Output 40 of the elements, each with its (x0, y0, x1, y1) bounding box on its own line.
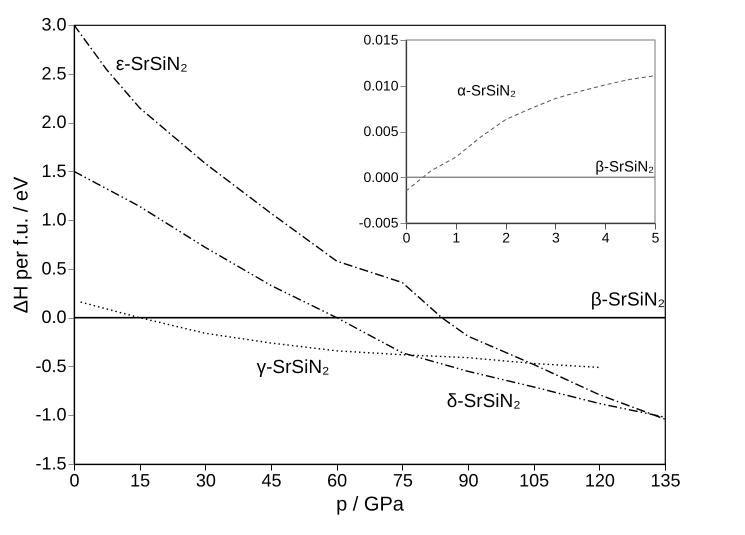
x-tick-label: 135 (650, 470, 681, 490)
x-tick-label: 0 (69, 470, 80, 490)
y-tick-label: 0.010 (363, 77, 399, 94)
x-axis-title: p / GPa (336, 494, 405, 516)
y-tick-label: 3.0 (41, 14, 66, 34)
x-tick-label: 5 (652, 230, 660, 246)
y-tick-label: -0.5 (35, 356, 66, 376)
x-tick-label: 60 (327, 470, 348, 490)
x-tick-label: 3 (552, 230, 560, 246)
x-tick-label: 4 (602, 230, 610, 246)
y-tick-label: 0.015 (363, 32, 399, 48)
y-tick-label: -0.005 (358, 214, 399, 230)
x-tick-label: 105 (519, 470, 550, 490)
y-tick-label: 2.5 (41, 63, 66, 84)
series-label: δ-SrSiN₂ (446, 390, 521, 412)
y-tick-label: -1.0 (35, 404, 66, 425)
y-tick-label: 0.005 (363, 123, 399, 139)
x-tick-label: 120 (584, 470, 615, 490)
x-tick-label: 0 (402, 230, 411, 246)
y-tick-label: 1.5 (41, 160, 66, 181)
x-tick-label: 75 (392, 470, 413, 490)
line-series (406, 75, 656, 192)
x-tick-label: 1 (452, 230, 460, 246)
y-axis-title: ΔH per f.u. / eV (10, 176, 32, 314)
x-tick-label: 30 (196, 470, 216, 490)
y-tick-label: 0.0 (41, 307, 66, 328)
x-tick-label: 90 (458, 470, 479, 490)
x-tick-label: 2 (502, 230, 510, 246)
x-tick-label: 15 (130, 470, 150, 490)
series-label: γ-SrSiN₂ (256, 357, 330, 378)
y-tick-label: 1.0 (41, 210, 66, 230)
y-tick-label: 0.000 (363, 168, 399, 185)
y-tick-label: 2.0 (41, 112, 66, 132)
series-label: α-SrSiN₂ (457, 82, 516, 100)
y-tick-label: 0.5 (41, 258, 66, 278)
x-tick-label: 45 (261, 470, 282, 490)
series-label: β-SrSiN₂ (595, 158, 654, 176)
series-label: ε-SrSiN₂ (116, 54, 188, 75)
series-label: β-SrSiN₂ (590, 290, 665, 311)
y-tick-label: -1.5 (35, 454, 66, 474)
